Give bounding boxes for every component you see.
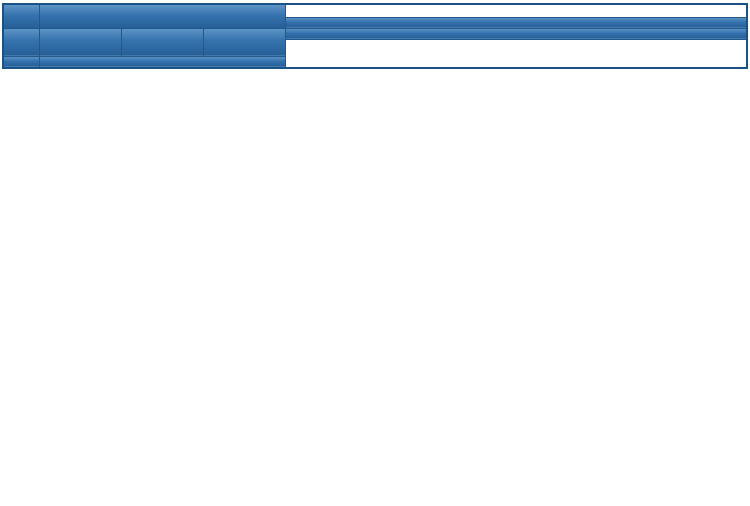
grade-row: [2, 3, 747, 29]
tensile-strength-title: [284, 16, 748, 29]
table-header: [2, 3, 748, 69]
diameter-title: [2, 3, 40, 29]
diameter-symbol: [2, 27, 40, 57]
col-header-nf: [38, 27, 122, 57]
spec-table: [2, 3, 748, 69]
col-header-sf: [120, 27, 204, 57]
weight-unit: [38, 55, 286, 69]
weight-title: [38, 3, 286, 29]
units-row: [2, 55, 747, 69]
breaking-load-title: [284, 27, 748, 40]
diameter-unit: [2, 55, 40, 69]
breaking-title-row: [2, 27, 748, 57]
col-header-iwr: [202, 27, 286, 57]
